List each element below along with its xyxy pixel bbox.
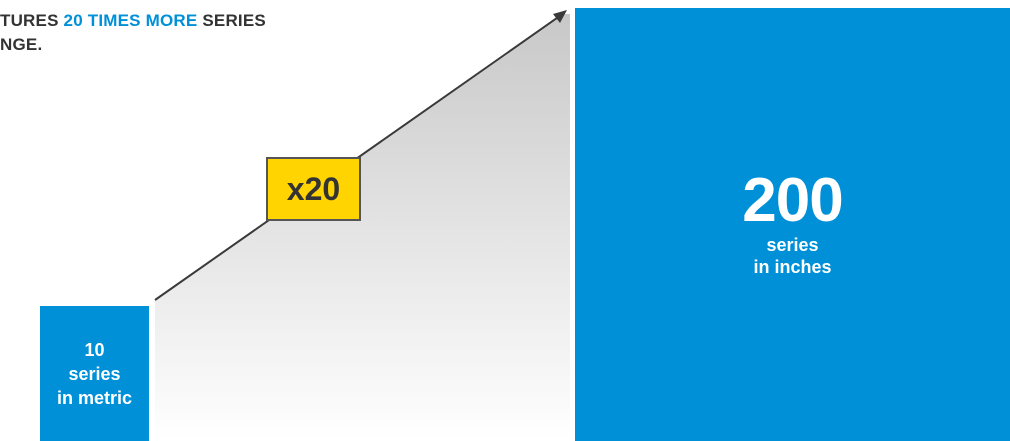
headline-accent: 20 TIMES MORE xyxy=(63,11,198,30)
headline-prefix: TURES xyxy=(0,11,64,30)
inch-series-box: 200 series in inches xyxy=(575,8,1010,441)
multiplier-badge: x20 xyxy=(266,157,361,221)
headline-suffix: SERIES xyxy=(197,11,266,30)
growth-area xyxy=(155,14,570,441)
headline: TURES 20 TIMES MORE SERIES NGE. xyxy=(0,9,266,57)
metric-series-box: 10 series in metric xyxy=(40,306,149,441)
metric-system: in metric xyxy=(56,387,133,408)
inch-system: in inches xyxy=(753,257,832,277)
metric-count: 10 xyxy=(84,339,105,360)
headline-line-1: TURES 20 TIMES MORE SERIES xyxy=(0,9,266,33)
metric-unit: series xyxy=(68,363,121,384)
headline-line-2: NGE. xyxy=(0,35,43,54)
inch-unit: series xyxy=(766,235,819,255)
arrow-head-icon xyxy=(553,10,567,23)
inch-count: 200 xyxy=(742,166,843,235)
